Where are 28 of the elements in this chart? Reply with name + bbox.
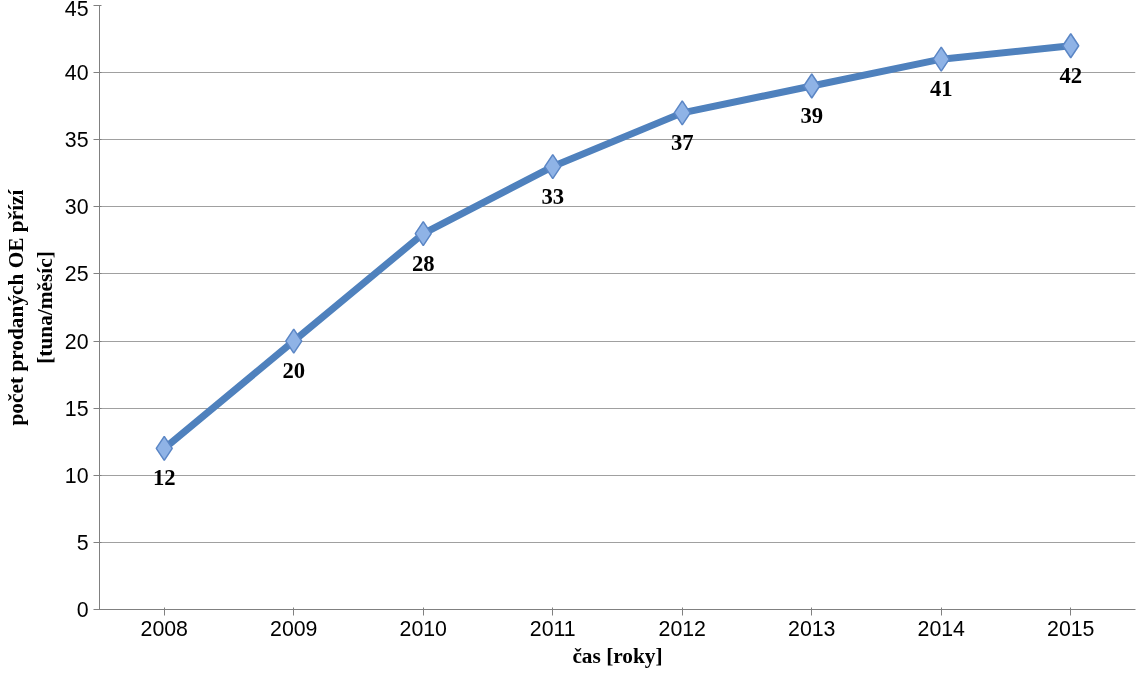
data-label: 28	[411, 250, 435, 276]
x-tick-label: 2015	[1047, 616, 1095, 641]
y-tick-label: 0	[76, 598, 89, 622]
y-tick-label: 45	[64, 0, 89, 21]
y-tick-label: 5	[76, 530, 89, 555]
x-tick-label: 2014	[917, 616, 966, 641]
y-tick-label: 25	[64, 262, 89, 287]
y-axis-title: počet prodaných OE přízí [tuna/měsíc]	[3, 188, 57, 426]
y-tick-label: 40	[64, 61, 89, 86]
data-label: 33	[541, 183, 565, 209]
data-label: 20	[282, 358, 306, 384]
data-label: 37	[670, 129, 694, 155]
x-axis-title: čas [roky]	[572, 643, 663, 668]
y-tick-label: 20	[64, 329, 89, 354]
y-tick-label: 10	[64, 463, 89, 488]
data-label: 41	[929, 76, 953, 102]
y-tick-label: 30	[64, 195, 89, 220]
x-tick-label: 2008	[140, 616, 188, 641]
y-tick-label: 15	[64, 396, 89, 421]
x-tick-label: 2013	[788, 616, 836, 641]
x-tick-label: 2010	[399, 616, 448, 641]
data-label: 39	[800, 103, 824, 129]
data-label: 42	[1059, 62, 1083, 88]
x-tick-label: 2009	[270, 616, 318, 641]
data-label: 12	[152, 465, 176, 491]
y-tick-label: 35	[64, 128, 89, 153]
x-tick-label: 2011	[529, 616, 576, 641]
x-tick-label: 2012	[658, 616, 706, 641]
